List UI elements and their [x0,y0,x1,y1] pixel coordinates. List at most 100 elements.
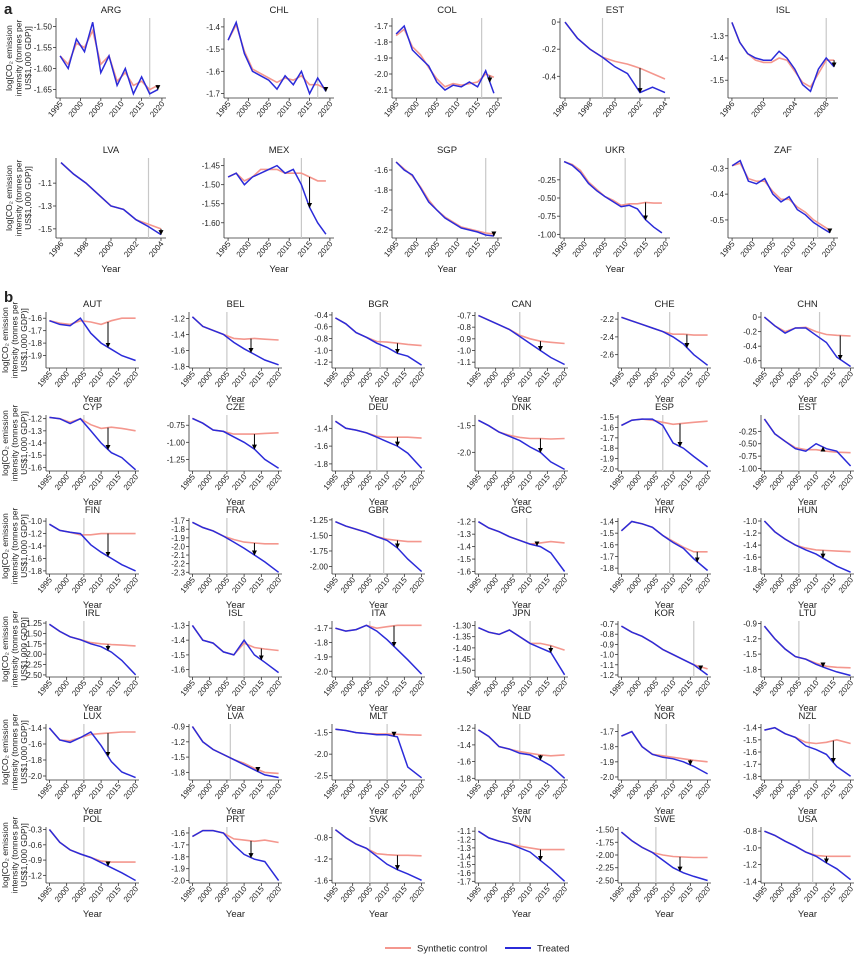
x-tick-label: 2015 [534,369,553,389]
x-tick-label: 2010 [659,472,678,492]
y-tick-label: -1.7 [600,434,614,443]
x-axis-label: Year [773,264,792,275]
x-tick-label: 2005 [642,472,661,492]
series-line [395,161,494,237]
x-tick-label: 2020 [316,99,335,119]
y-tick-label: -0.4 [314,311,328,320]
y-tick-label: -1.6 [171,666,185,675]
chart-title: UKR [605,145,625,156]
x-tick-label: 2015 [677,575,696,595]
x-tick-label: 1995 [36,884,55,904]
x-tick-label: 2020 [265,575,284,595]
x-tick-label: 2010 [516,472,535,492]
chart-title: CYP [83,402,103,413]
x-tick-label: 2015 [534,678,553,698]
x-tick-label: 2020 [122,884,141,904]
y-tick-label: -2.0 [171,877,185,886]
x-axis-label: Year [226,806,245,817]
x-tick-label: 2000 [625,678,644,698]
x-tick-label: 2000 [339,884,358,904]
x-tick-label: 2010 [275,99,294,119]
y-tick-label: -1.4 [600,518,614,527]
x-tick-label: 2020 [551,472,570,492]
y-tick-label: -2.00 [24,650,43,659]
x-tick-label: 2020 [316,239,335,259]
series-line [191,316,279,341]
x-tick-label: 2020 [837,884,856,904]
x-tick-label: 2005 [213,369,232,389]
x-tick-label: 2005 [423,239,442,259]
x-tick-label: 2000 [53,781,72,801]
y-tick-label: -1.5 [600,413,614,422]
x-tick-label: 2010 [659,369,678,389]
x-tick-label: 2005 [356,678,375,698]
y-tick-label: -1.5 [171,651,185,660]
x-tick-label: 1995 [46,99,65,119]
y-axis-label-line: intensity (tonnes per [14,160,24,237]
chart-title: ITA [371,608,386,619]
y-tick-label: -1.3 [457,530,471,539]
y-axis-label-line: intensity (tonnes per [14,20,24,97]
y-tick-label: -1.8 [457,774,471,783]
y-tick-label: -0.7 [600,620,614,629]
x-tick-label: 1995 [179,884,198,904]
y-tick-label: -1.4 [171,330,185,339]
y-tick-label: -2.50 [596,876,615,885]
y-tick-label: -0.8 [600,630,614,639]
series-line [48,623,137,676]
y-tick-label: -0.4 [542,72,556,81]
x-tick-label: 2010 [373,884,392,904]
x-tick-label: 2020 [551,369,570,389]
x-tick-label: 2015 [248,884,267,904]
x-tick-label: 2005 [70,781,89,801]
x-tick-label: 2000 [53,575,72,595]
series-line [763,625,851,677]
x-tick-label: 2005 [423,99,442,119]
y-tick-label: -1.8 [743,772,757,781]
x-tick-label: 2000 [67,99,86,119]
x-tick-label: 1995 [179,575,198,595]
y-tick-label: -1.35 [453,633,472,642]
y-axis-label-line: US$1,000 GDP)] [19,411,29,475]
x-tick-label: 2010 [779,239,798,259]
x-tick-label: 2000 [625,884,644,904]
x-tick-label: 1995 [465,369,484,389]
x-axis-label: Year [269,264,288,275]
x-tick-label: 2000 [739,239,758,259]
y-tick-label: -2.0 [600,773,614,782]
x-axis-label: Year [226,909,245,920]
y-tick-label: -0.9 [600,640,614,649]
panel-label: b [4,289,13,306]
x-tick-label: 2010 [802,678,821,698]
series-line [764,726,851,745]
x-tick-label: 2000 [768,472,787,492]
chart-title: BEL [227,299,245,310]
x-tick-label: 2015 [105,369,124,389]
y-tick-label: -1.2 [457,724,471,733]
y-tick-label: -2.5 [314,772,328,781]
x-tick-label: 2015 [128,99,147,119]
y-tick-label: -1.6 [600,541,614,550]
y-tick-label: -1.4 [743,724,757,733]
series-line [48,623,136,647]
x-tick-label: 2010 [230,678,249,698]
y-tick-label: -1.6 [457,869,471,878]
x-tick-label: 2020 [837,781,856,801]
series-line [335,520,422,543]
x-tick-label: 2020 [408,678,427,698]
y-tick-label: -1.8 [28,756,42,765]
x-tick-label: 2020 [652,239,671,259]
y-tick-label: -1.6 [28,740,42,749]
series-line [731,162,831,231]
x-tick-label: 2020 [551,678,570,698]
x-tick-label: 2000 [482,472,501,492]
x-tick-label: 2005 [642,369,661,389]
y-tick-label: -1.4 [457,543,471,552]
chart-title: LVA [103,145,120,156]
y-tick-label: -1.8 [171,853,185,862]
x-tick-label: 2000 [768,575,787,595]
y-tick-label: -1.60 [202,219,221,228]
x-tick-label: 2020 [820,239,839,259]
x-tick-label: 2020 [122,369,141,389]
x-tick-label: 2000 [196,678,215,698]
